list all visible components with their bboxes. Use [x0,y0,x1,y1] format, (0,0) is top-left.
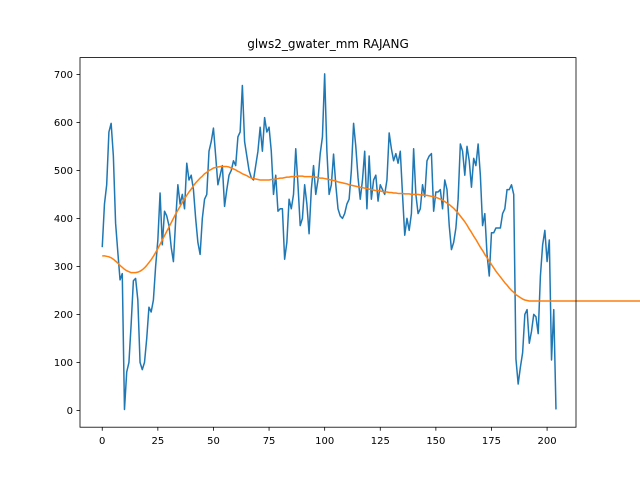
y-tick-label: 100 [54,358,73,369]
series-layer [101,73,640,411]
y-axis-ticks: 0 100 200 300 400 500 600 700 [54,70,80,417]
series-line-1 [101,73,557,411]
x-tick-label: 100 [315,436,334,447]
y-tick-label: 300 [54,262,73,273]
x-tick-label: 25 [151,436,164,447]
y-tick-label: 700 [54,70,73,81]
x-tick-label: 50 [207,436,220,447]
x-axis-ticks: 0 25 50 75 100 125 150 175 200 [99,427,557,447]
series-2 [102,165,640,302]
x-tick-label: 175 [482,436,501,447]
y-tick-label: 500 [54,166,73,177]
x-tick-label: 0 [99,436,105,447]
x-tick-label: 75 [263,436,276,447]
y-tick-label: 0 [67,406,73,417]
x-tick-label: 150 [426,436,445,447]
plot-area-frame [79,57,577,428]
series-1 [101,73,557,411]
series-line-2 [102,165,640,302]
y-tick-label: 600 [54,118,73,129]
chart-title: glws2_gwater_mm RAJANG [247,37,409,51]
y-tick-label: 400 [54,214,73,225]
x-tick-label: 200 [538,436,557,447]
y-tick-label: 200 [54,310,73,321]
x-tick-label: 125 [371,436,390,447]
